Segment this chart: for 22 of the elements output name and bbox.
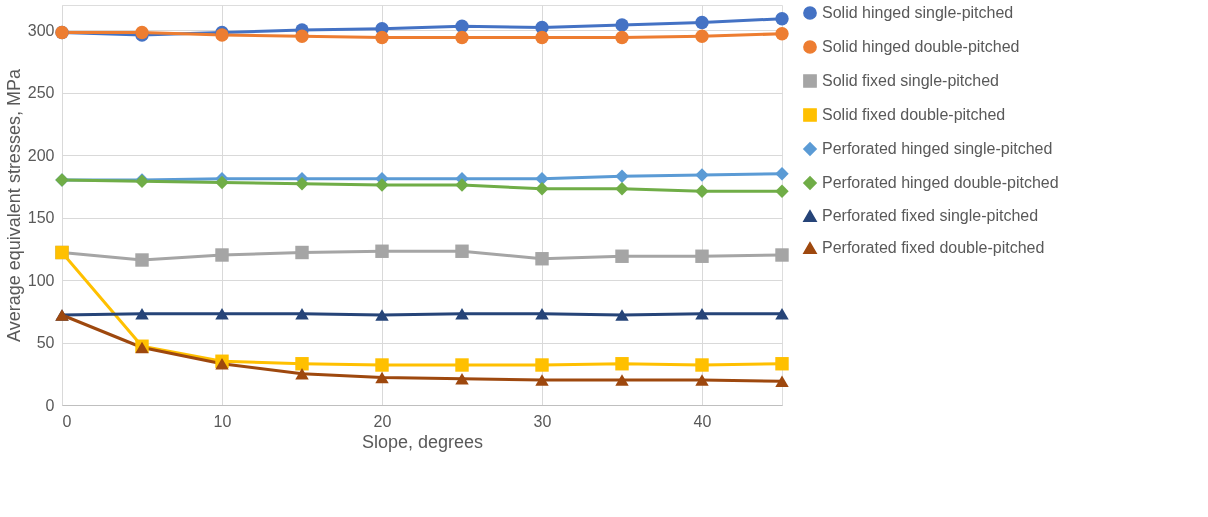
y-tick-label: 150: [27, 209, 55, 226]
y-tick-label: 250: [27, 84, 55, 101]
legend-label: Solid fixed double-pitched: [822, 106, 1006, 123]
x-tick-label: 0: [62, 412, 72, 430]
x-tick-label: 20: [373, 412, 392, 430]
y-tick-label: 50: [36, 334, 55, 351]
legend-label: Perforated hinged single-pitched: [822, 140, 1053, 157]
y-tick-label: 300: [27, 21, 55, 39]
x-tick-label: 30: [533, 412, 552, 430]
legend-label: Solid hinged double-pitched: [822, 38, 1020, 55]
x-tick-label: 40: [693, 412, 712, 430]
legend-label: Perforated fixed single-pitched: [822, 207, 1039, 224]
y-axis-title: Average equivalent stresses, MPa: [3, 68, 24, 342]
y-tick-label: 100: [27, 271, 55, 289]
y-tick-label: 0: [45, 396, 55, 414]
y-tick-label: 200: [27, 146, 55, 164]
x-tick-label: 10: [213, 412, 232, 430]
legend-label: Solid fixed single-pitched: [822, 72, 999, 89]
legend-label: Solid hinged single-pitched: [822, 4, 1014, 21]
legend-label: Perforated fixed double-pitched: [822, 239, 1045, 256]
x-axis-title: Slope, degrees: [361, 431, 484, 452]
legend-label: Perforated hinged double-pitched: [822, 174, 1059, 191]
